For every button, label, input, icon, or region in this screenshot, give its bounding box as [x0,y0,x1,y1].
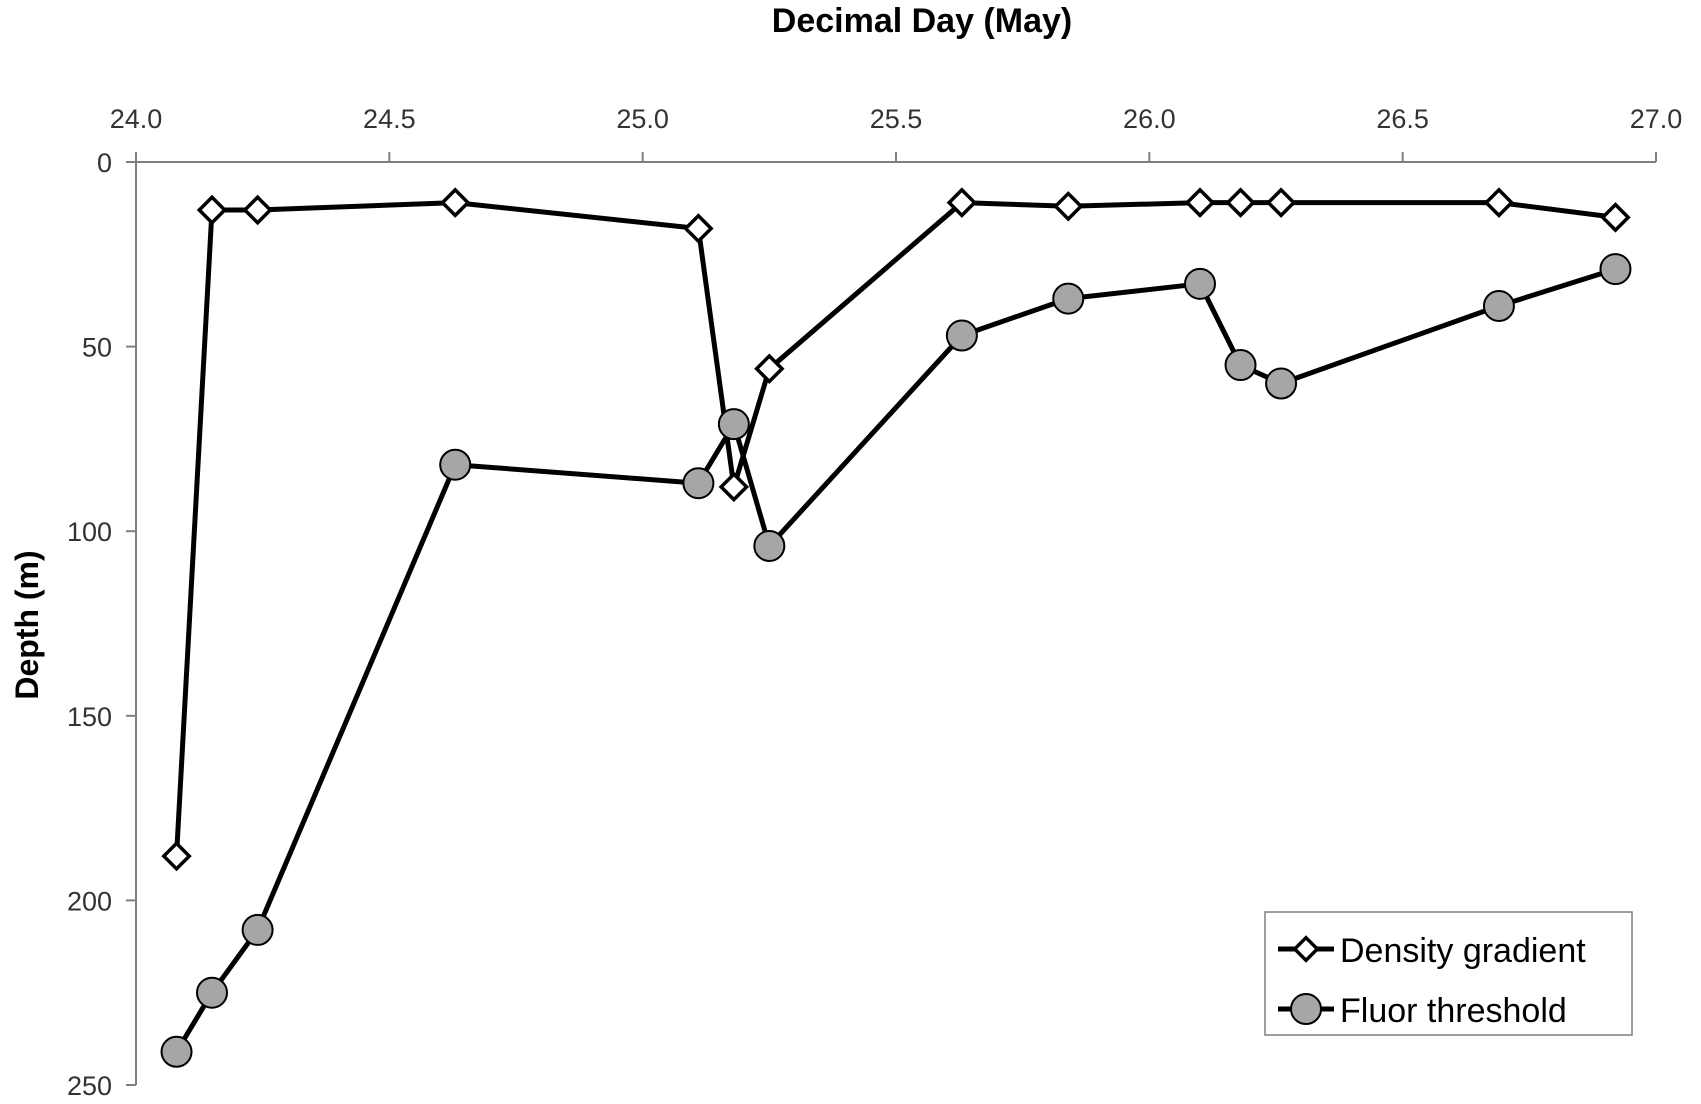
fluor-threshold-point [196,976,228,1009]
fluor-threshold-point [1184,267,1216,300]
density-gradient-point [754,353,785,384]
y-tick-label: 50 [82,333,112,363]
density-gradient-point [196,194,228,226]
x-axis-ticks: 24.0 24.5 25.0 25.5 26.0 26.5 27.0 [110,104,1683,162]
fluor-threshold-point [753,529,786,562]
density-gradient-point [718,471,750,503]
fluor-threshold-point [241,913,274,946]
x-tick-label: 27.0 [1630,104,1683,134]
density-gradient-point [683,213,714,244]
x-tick-label: 26.0 [1123,104,1176,134]
x-tick-label: 24.5 [363,104,416,134]
x-tick-label: 25.0 [616,104,669,134]
density-gradient-line [174,200,1616,857]
fluor-threshold-point [160,1035,193,1068]
x-tick-label: 25.5 [870,104,923,134]
x-tick-label: 26.5 [1376,104,1429,134]
legend-marker-fluor [1290,993,1322,1025]
legend-label-fluor: Fluor threshold [1340,992,1567,1030]
y-tick-label: 250 [67,1071,112,1101]
y-axis-label: Depth (m) [9,550,45,699]
x-tick-label: 24.0 [110,104,163,134]
fluor-threshold-point [1265,367,1298,400]
density-gradient-point [242,194,273,226]
fluor-threshold-point [1482,289,1515,322]
density-gradient-point [1265,187,1297,218]
density-gradient-point [1053,191,1084,222]
chart-title: Decimal Day (May) [772,2,1072,40]
density-gradient-point [161,840,192,872]
fluor-threshold-point [439,448,472,481]
fluor-threshold-point [1224,349,1257,382]
fluor-threshold-point [945,319,978,352]
legend: Density gradient Fluor threshold [1264,911,1633,1036]
y-axis-ticks: 0 50 100 150 200 250 [67,148,136,1101]
y-tick-label: 0 [97,148,112,178]
y-tick-label: 100 [67,517,112,547]
fluor-threshold-point [1599,253,1632,286]
density-gradient-point [946,187,978,218]
density-gradient-point [1184,187,1216,218]
y-tick-label: 200 [67,886,112,916]
legend-marker-density [1292,935,1320,963]
fluor-threshold-point [682,467,715,500]
series-layer [160,187,1632,1068]
y-tick-label: 150 [67,702,112,732]
legend-label-density: Density gradient [1340,932,1586,970]
density-gradient-point [1225,187,1256,218]
fluor-threshold-point [1052,282,1085,315]
density-gradient-point [1483,187,1515,218]
legend-box [1264,911,1633,1036]
density-gradient-point [1600,202,1631,233]
density-gradient-point [439,187,471,218]
fluor-threshold-point [717,408,750,441]
